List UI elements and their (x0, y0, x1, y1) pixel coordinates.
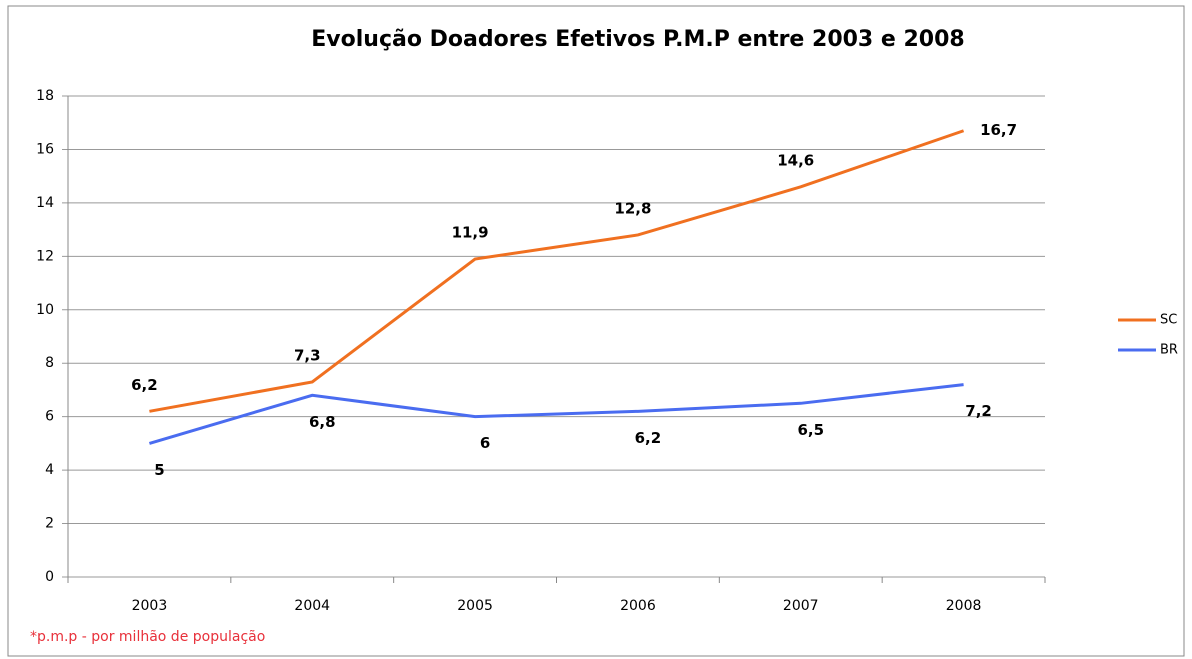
x-tick-label: 2003 (132, 598, 168, 614)
data-label: 6,5 (797, 421, 824, 439)
y-tick-label: 16 (36, 141, 54, 157)
data-label: 5 (154, 461, 164, 479)
footnote: *p.m.p - por milhão de população (30, 629, 265, 645)
y-tick-label: 10 (36, 302, 54, 318)
data-label: 14,6 (777, 151, 814, 169)
data-label: 7,3 (294, 346, 321, 364)
data-label: 6 (480, 434, 490, 452)
y-tick-label: 12 (36, 248, 54, 264)
y-tick-label: 6 (45, 409, 54, 425)
data-label: 6,2 (131, 376, 158, 394)
series-line (149, 129, 965, 413)
x-tick-label: 2004 (294, 598, 330, 614)
x-tick-label: 2008 (946, 598, 982, 614)
y-tick-label: 8 (45, 355, 54, 371)
x-tick-label: 2006 (620, 598, 656, 614)
chart-title: Evolução Doadores Efetivos P.M.P entre 2… (311, 27, 964, 52)
data-label: 16,7 (980, 121, 1017, 139)
legend-label: BR (1160, 343, 1178, 358)
y-tick-label: 0 (45, 569, 54, 585)
y-tick-label: 18 (36, 88, 54, 104)
x-tick-label: 2007 (783, 598, 819, 614)
y-tick-label: 14 (36, 195, 54, 211)
legend-label: SC (1160, 313, 1177, 328)
data-label: 6,8 (309, 413, 336, 431)
series-line (148, 383, 964, 445)
data-label: 11,9 (452, 224, 489, 242)
data-label: 7,2 (965, 402, 992, 420)
y-tick-label: 4 (45, 462, 54, 478)
chart-frame (7, 5, 1185, 657)
y-tick-label: 2 (45, 516, 54, 532)
data-label: 12,8 (614, 199, 651, 217)
data-label: 6,2 (635, 429, 662, 447)
x-tick-label: 2005 (457, 598, 493, 614)
